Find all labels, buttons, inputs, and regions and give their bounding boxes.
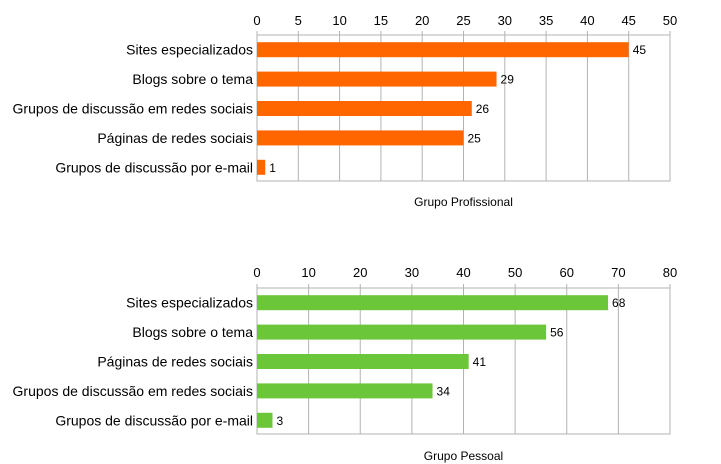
- data-label: 29: [501, 73, 515, 87]
- bar: [257, 71, 497, 87]
- data-label: 68: [612, 296, 626, 310]
- category-label: Sites especializados: [126, 42, 253, 58]
- data-label: 45: [633, 43, 647, 57]
- tick-label: 45: [621, 13, 635, 28]
- bar: [257, 42, 629, 58]
- bar: [257, 324, 547, 340]
- bar: [257, 295, 609, 311]
- tick-label: 20: [353, 265, 367, 280]
- tick-label: 15: [374, 13, 388, 28]
- category-label: Páginas de redes sociais: [97, 354, 253, 370]
- bar: [257, 130, 464, 146]
- tick-label: 50: [508, 265, 522, 280]
- bar: [257, 383, 433, 399]
- category-label: Grupos de discussão por e-mail: [55, 412, 253, 428]
- bar: [257, 412, 273, 428]
- bar: [257, 354, 469, 369]
- tick-label: 10: [301, 265, 315, 280]
- category-label: Grupos de discussão em redes sociais: [13, 383, 253, 399]
- bar: [257, 159, 266, 175]
- bar: [257, 101, 472, 116]
- data-label: 26: [476, 102, 490, 116]
- tick-label: 40: [580, 13, 594, 28]
- tick-label: 35: [539, 13, 553, 28]
- tick-label: 10: [332, 13, 346, 28]
- data-label: 34: [437, 384, 451, 398]
- axis-title-grupo-pessoal: Grupo Pessoal: [424, 449, 503, 463]
- tick-label: 40: [456, 265, 470, 280]
- category-label: Grupos de discussão por e-mail: [55, 159, 253, 175]
- axis-title-grupo-profissional: Grupo Profissional: [414, 195, 513, 209]
- tick-label: 0: [253, 13, 260, 28]
- category-label: Blogs sobre o tema: [132, 71, 253, 87]
- tick-label: 80: [663, 265, 677, 280]
- tick-label: 30: [498, 13, 512, 28]
- chart-grupo-profissional: 0 5 10 15 20 25 30 35 40 45 50 Sites especializados…: [13, 13, 678, 209]
- data-label: 25: [468, 131, 482, 145]
- category-label: Grupos de discussão em redes sociais: [13, 101, 253, 117]
- data-label: 1: [269, 161, 276, 175]
- tick-label: 0: [253, 265, 260, 280]
- data-label: 3: [276, 414, 283, 428]
- tick-label: 60: [560, 265, 574, 280]
- data-label: 56: [550, 326, 564, 340]
- tick-label: 30: [405, 265, 419, 280]
- tick-label: 70: [611, 265, 625, 280]
- category-label: Sites especializados: [126, 295, 253, 311]
- chart-grupo-pessoal: 0 10 20 30 40 50 60 70 80 Sites especializados 68 B…: [13, 265, 678, 463]
- data-label: 41: [473, 355, 487, 369]
- tick-label: 20: [415, 13, 429, 28]
- tick-label: 50: [663, 13, 677, 28]
- tick-label: 25: [456, 13, 470, 28]
- tick-label: 5: [295, 13, 302, 28]
- category-label: Blogs sobre o tema: [132, 324, 253, 340]
- category-label: Páginas de redes sociais: [97, 130, 253, 146]
